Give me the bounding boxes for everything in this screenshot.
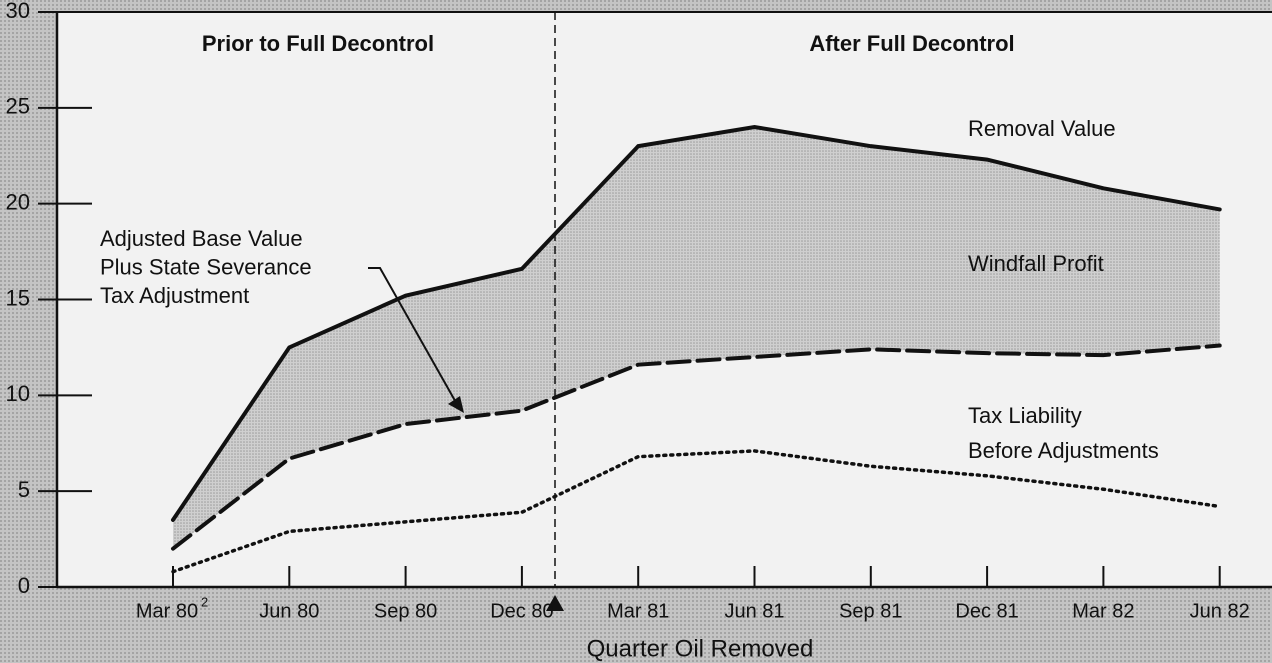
series-line: [171, 343, 1222, 551]
series-line: [171, 449, 1222, 574]
y-tick-label: 15: [6, 285, 30, 310]
x-tick-label: Jun 80: [259, 600, 319, 622]
series-label: Removal Value: [968, 116, 1116, 141]
windfall-area: [173, 127, 1220, 549]
arrow-head: [448, 396, 464, 413]
series-label: Adjusted Base Value: [100, 226, 303, 251]
y-tick-label: 10: [6, 381, 30, 406]
y-tick-label: 5: [18, 477, 30, 502]
x-tick-label: Jun 82: [1190, 600, 1250, 622]
decontrol-marker: [546, 595, 564, 611]
x-tick-label: Jun 81: [724, 600, 784, 622]
annotation-arrow: [368, 267, 459, 407]
x-tick-label: Dec 81: [955, 600, 1018, 622]
series-label: Before Adjustments: [968, 438, 1159, 463]
region-label: Prior to Full Decontrol: [202, 31, 434, 56]
series-label: Tax Adjustment: [100, 283, 249, 308]
y-tick-label: 20: [6, 189, 30, 214]
x-tick-label: Sep 80: [374, 600, 437, 622]
series-label: Plus State Severance: [100, 254, 312, 279]
series-label: Tax Liability: [968, 403, 1082, 428]
region-label: After Full Decontrol: [809, 31, 1014, 56]
x-axis-label: Quarter Oil Removed: [587, 635, 814, 662]
x-tick-label: Sep 81: [839, 600, 902, 622]
x-tick-label: Mar 82: [1072, 600, 1134, 622]
x-tick-label: Mar 80: [136, 600, 198, 622]
area-label: Windfall Profit: [968, 251, 1104, 276]
y-tick-label: 0: [18, 573, 30, 598]
x-tick-label: Mar 81: [607, 600, 669, 622]
y-tick-label: 30: [6, 0, 30, 23]
x-tick-label: Dec 80: [490, 600, 553, 622]
series-line: [171, 124, 1222, 522]
footnote-marker: 2: [201, 594, 208, 609]
y-tick-label: 25: [6, 94, 30, 119]
